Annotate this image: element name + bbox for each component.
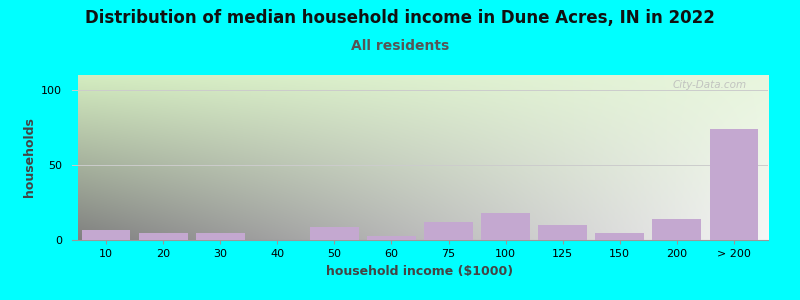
Bar [367, 236, 416, 240]
Bar [196, 232, 245, 240]
Bar [595, 232, 644, 240]
Bar [653, 219, 701, 240]
Bar [538, 225, 587, 240]
Bar [310, 226, 358, 240]
Text: All residents: All residents [351, 39, 449, 53]
Bar [139, 232, 187, 240]
X-axis label: household income ($1000): household income ($1000) [326, 265, 514, 278]
Y-axis label: households: households [22, 118, 36, 197]
Bar [710, 129, 758, 240]
Bar [482, 213, 530, 240]
Bar [82, 230, 130, 240]
Text: Distribution of median household income in Dune Acres, IN in 2022: Distribution of median household income … [85, 9, 715, 27]
Bar [424, 222, 473, 240]
Text: City-Data.com: City-Data.com [673, 80, 747, 90]
